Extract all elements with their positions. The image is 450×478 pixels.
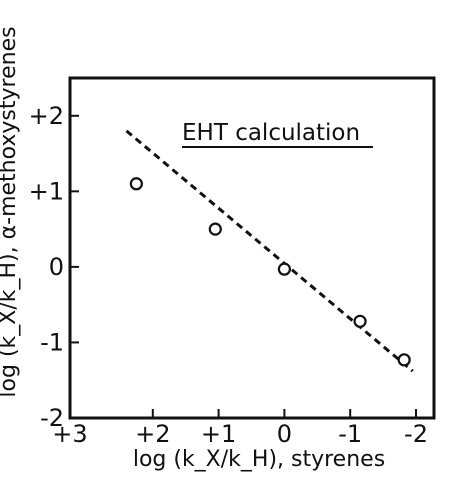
x-axis-title: log (k_X/k_H), styrenes bbox=[133, 447, 385, 472]
x-tick-label: +3 bbox=[52, 420, 87, 448]
y-axis-title: log (k_X/k_H), α-methoxystyrenes bbox=[0, 26, 21, 397]
y-tick-label: +2 bbox=[29, 102, 64, 130]
x-tick-label: -1 bbox=[338, 420, 362, 448]
annotation-label: EHT calculation bbox=[182, 120, 360, 146]
y-axis-ticks: +2 +1 0 -1 -2 bbox=[29, 102, 79, 432]
fit-line bbox=[125, 129, 414, 373]
data-point bbox=[277, 262, 291, 276]
y-tick-label: -2 bbox=[40, 404, 64, 432]
data-points bbox=[129, 177, 411, 367]
annotation-group: EHT calculation bbox=[182, 120, 373, 148]
data-point bbox=[129, 177, 143, 191]
y-tick-label: +1 bbox=[29, 177, 64, 205]
y-tick-label: -1 bbox=[40, 328, 64, 356]
data-point bbox=[208, 222, 222, 236]
data-point bbox=[353, 314, 367, 328]
plot-frame bbox=[68, 76, 436, 420]
x-tick-label: +1 bbox=[201, 420, 236, 448]
x-axis-ticks: +3 +2 +1 0 -1 -2 bbox=[52, 409, 428, 448]
y-tick-label: 0 bbox=[49, 253, 64, 281]
data-point bbox=[397, 353, 411, 367]
x-tick-label: +2 bbox=[135, 420, 170, 448]
x-tick-label: 0 bbox=[277, 420, 292, 448]
fit-line-group bbox=[125, 129, 414, 373]
x-tick-label: -2 bbox=[404, 420, 428, 448]
